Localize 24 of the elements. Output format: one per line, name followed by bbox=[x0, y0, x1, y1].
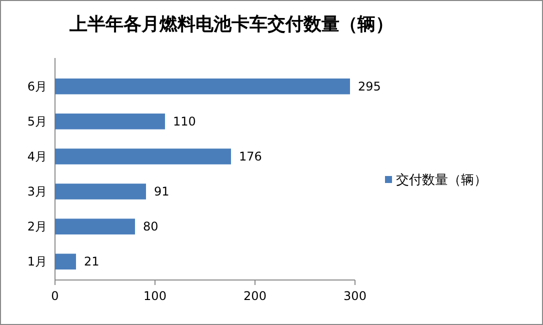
y-tick-label: 2月 bbox=[27, 220, 47, 234]
x-tick-label: 0 bbox=[51, 289, 59, 303]
y-tick-label: 5月 bbox=[27, 114, 47, 128]
bar bbox=[55, 78, 350, 94]
chart-title: 上半年各月燃料电池卡车交付数量（辆） bbox=[68, 14, 394, 35]
x-tick-label: 100 bbox=[144, 289, 166, 303]
bar bbox=[55, 184, 146, 200]
legend-label: 交付数量（辆） bbox=[396, 172, 487, 188]
data-label: 176 bbox=[239, 149, 262, 164]
bar bbox=[55, 148, 231, 164]
y-tick-label: 6月 bbox=[27, 79, 47, 94]
y-tick-label: 1月 bbox=[27, 254, 47, 269]
data-label: 21 bbox=[84, 254, 100, 269]
x-tick-label: 200 bbox=[244, 289, 266, 303]
data-label: 295 bbox=[358, 79, 381, 94]
x-tick-label: 300 bbox=[344, 289, 366, 303]
bar bbox=[55, 114, 165, 130]
data-label: 80 bbox=[143, 220, 158, 234]
y-tick-label: 4月 bbox=[27, 149, 47, 164]
bar bbox=[55, 254, 76, 270]
data-label: 91 bbox=[154, 184, 170, 199]
data-label: 110 bbox=[173, 114, 196, 128]
y-tick-label: 3月 bbox=[27, 184, 47, 199]
bar bbox=[55, 218, 135, 234]
